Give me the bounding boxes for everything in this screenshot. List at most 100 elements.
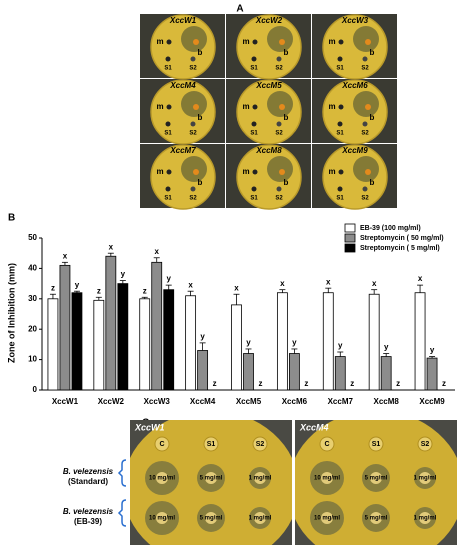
bar: [93, 299, 105, 391]
plate-marker: b: [370, 178, 375, 187]
error-bar: [325, 287, 332, 293]
plate-marker: S2: [361, 131, 369, 137]
legend-swatch: [344, 243, 356, 253]
plate-marker: m: [156, 102, 163, 111]
concentration-label: 1 mg/ml: [414, 516, 437, 522]
significance-letter: y: [246, 338, 251, 347]
concentration-label: 1 mg/ml: [249, 476, 272, 482]
significance-letter: y: [200, 332, 205, 341]
bar: [197, 350, 209, 391]
error-bar: [141, 296, 148, 299]
well: [166, 39, 172, 45]
error-bar: [233, 293, 240, 305]
well: [417, 436, 433, 452]
significance-letter: z: [51, 283, 55, 292]
concentration-label: 5 mg/ml: [200, 516, 223, 522]
plate-name: XccW3: [341, 16, 369, 25]
bar: [368, 293, 380, 391]
well: [338, 39, 344, 45]
plate-name: XccM4: [299, 422, 329, 432]
well-label: C: [324, 441, 329, 448]
significance-letter: x: [109, 242, 114, 251]
well: [365, 39, 371, 45]
bar: [47, 298, 59, 391]
bar: [59, 264, 71, 391]
significance-letter: x: [372, 279, 377, 288]
well: [193, 104, 199, 110]
plate-name: XccM4: [169, 81, 196, 90]
error-bar: [199, 342, 206, 351]
significance-letter: y: [292, 338, 297, 347]
plate-marker: b: [284, 48, 289, 57]
well: [419, 472, 431, 484]
well: [365, 104, 371, 110]
x-tick-label: XccM8: [373, 397, 399, 406]
error-bar: [417, 284, 424, 293]
concentration-label: 5 mg/ml: [365, 476, 388, 482]
y-tick-label: 40: [28, 264, 37, 273]
inhibition-zone: [181, 91, 207, 117]
well: [368, 436, 384, 452]
significance-letter: y: [121, 270, 126, 279]
significance-letter: z: [97, 286, 101, 295]
x-tick-label: XccW2: [98, 397, 125, 406]
plate-name: XccM8: [255, 146, 282, 155]
x-tick-label: XccM9: [419, 397, 445, 406]
significance-letter: z: [396, 379, 400, 388]
legend-swatch: [344, 223, 356, 233]
significance-letter: z: [143, 286, 147, 295]
plate-marker: m: [242, 167, 249, 176]
legend-label: Streptomycin ( 50 mg/ml): [360, 235, 444, 242]
bar: [151, 261, 163, 391]
significance-letter: z: [259, 379, 263, 388]
well: [337, 186, 343, 192]
inhibition-zone: [267, 156, 293, 182]
concentration-label: 10 mg/ml: [314, 476, 340, 482]
bar: [414, 292, 426, 391]
well: [251, 186, 257, 192]
significance-letter: y: [384, 343, 389, 352]
well: [252, 104, 258, 110]
well: [254, 512, 266, 524]
plate-marker: S1: [164, 196, 172, 202]
bar: [117, 283, 129, 391]
plate-name: XccW1: [169, 16, 197, 25]
bar: [426, 357, 438, 391]
significance-letter: x: [418, 274, 423, 283]
plate-marker: S1: [164, 131, 172, 137]
plate-marker: b: [198, 48, 203, 57]
bar: [105, 255, 117, 391]
plate-name: XccM7: [169, 146, 196, 155]
plate-marker: m: [328, 37, 335, 46]
panel-label: A: [236, 4, 243, 15]
well: [190, 121, 196, 127]
well: [362, 121, 368, 127]
error-bar: [165, 284, 172, 290]
concentration-label: 1 mg/ml: [414, 476, 437, 482]
well: [252, 436, 268, 452]
significance-letter: x: [63, 251, 68, 260]
x-tick-label: XccW3: [144, 397, 171, 406]
bar: [243, 353, 254, 391]
plate-marker: m: [156, 37, 163, 46]
well-label: S1: [372, 441, 381, 448]
plate-marker: S1: [336, 196, 344, 202]
plate-marker: m: [242, 37, 249, 46]
plate-marker: m: [156, 167, 163, 176]
plate-marker: S2: [275, 66, 283, 72]
row-label: B. velezensis: [63, 507, 114, 516]
concentration-label: 5 mg/ml: [200, 476, 223, 482]
plate-name: XccM5: [255, 81, 282, 90]
plate-marker: m: [242, 102, 249, 111]
well: [165, 121, 171, 127]
error-bar: [337, 351, 344, 357]
significance-letter: x: [188, 280, 193, 289]
significance-letter: x: [154, 247, 159, 256]
plate-marker: b: [370, 113, 375, 122]
well: [254, 472, 266, 484]
inhibition-zone: [267, 26, 293, 52]
row-label: (Standard): [68, 477, 108, 486]
plate-marker: m: [328, 102, 335, 111]
inhibition-zone: [181, 26, 207, 52]
